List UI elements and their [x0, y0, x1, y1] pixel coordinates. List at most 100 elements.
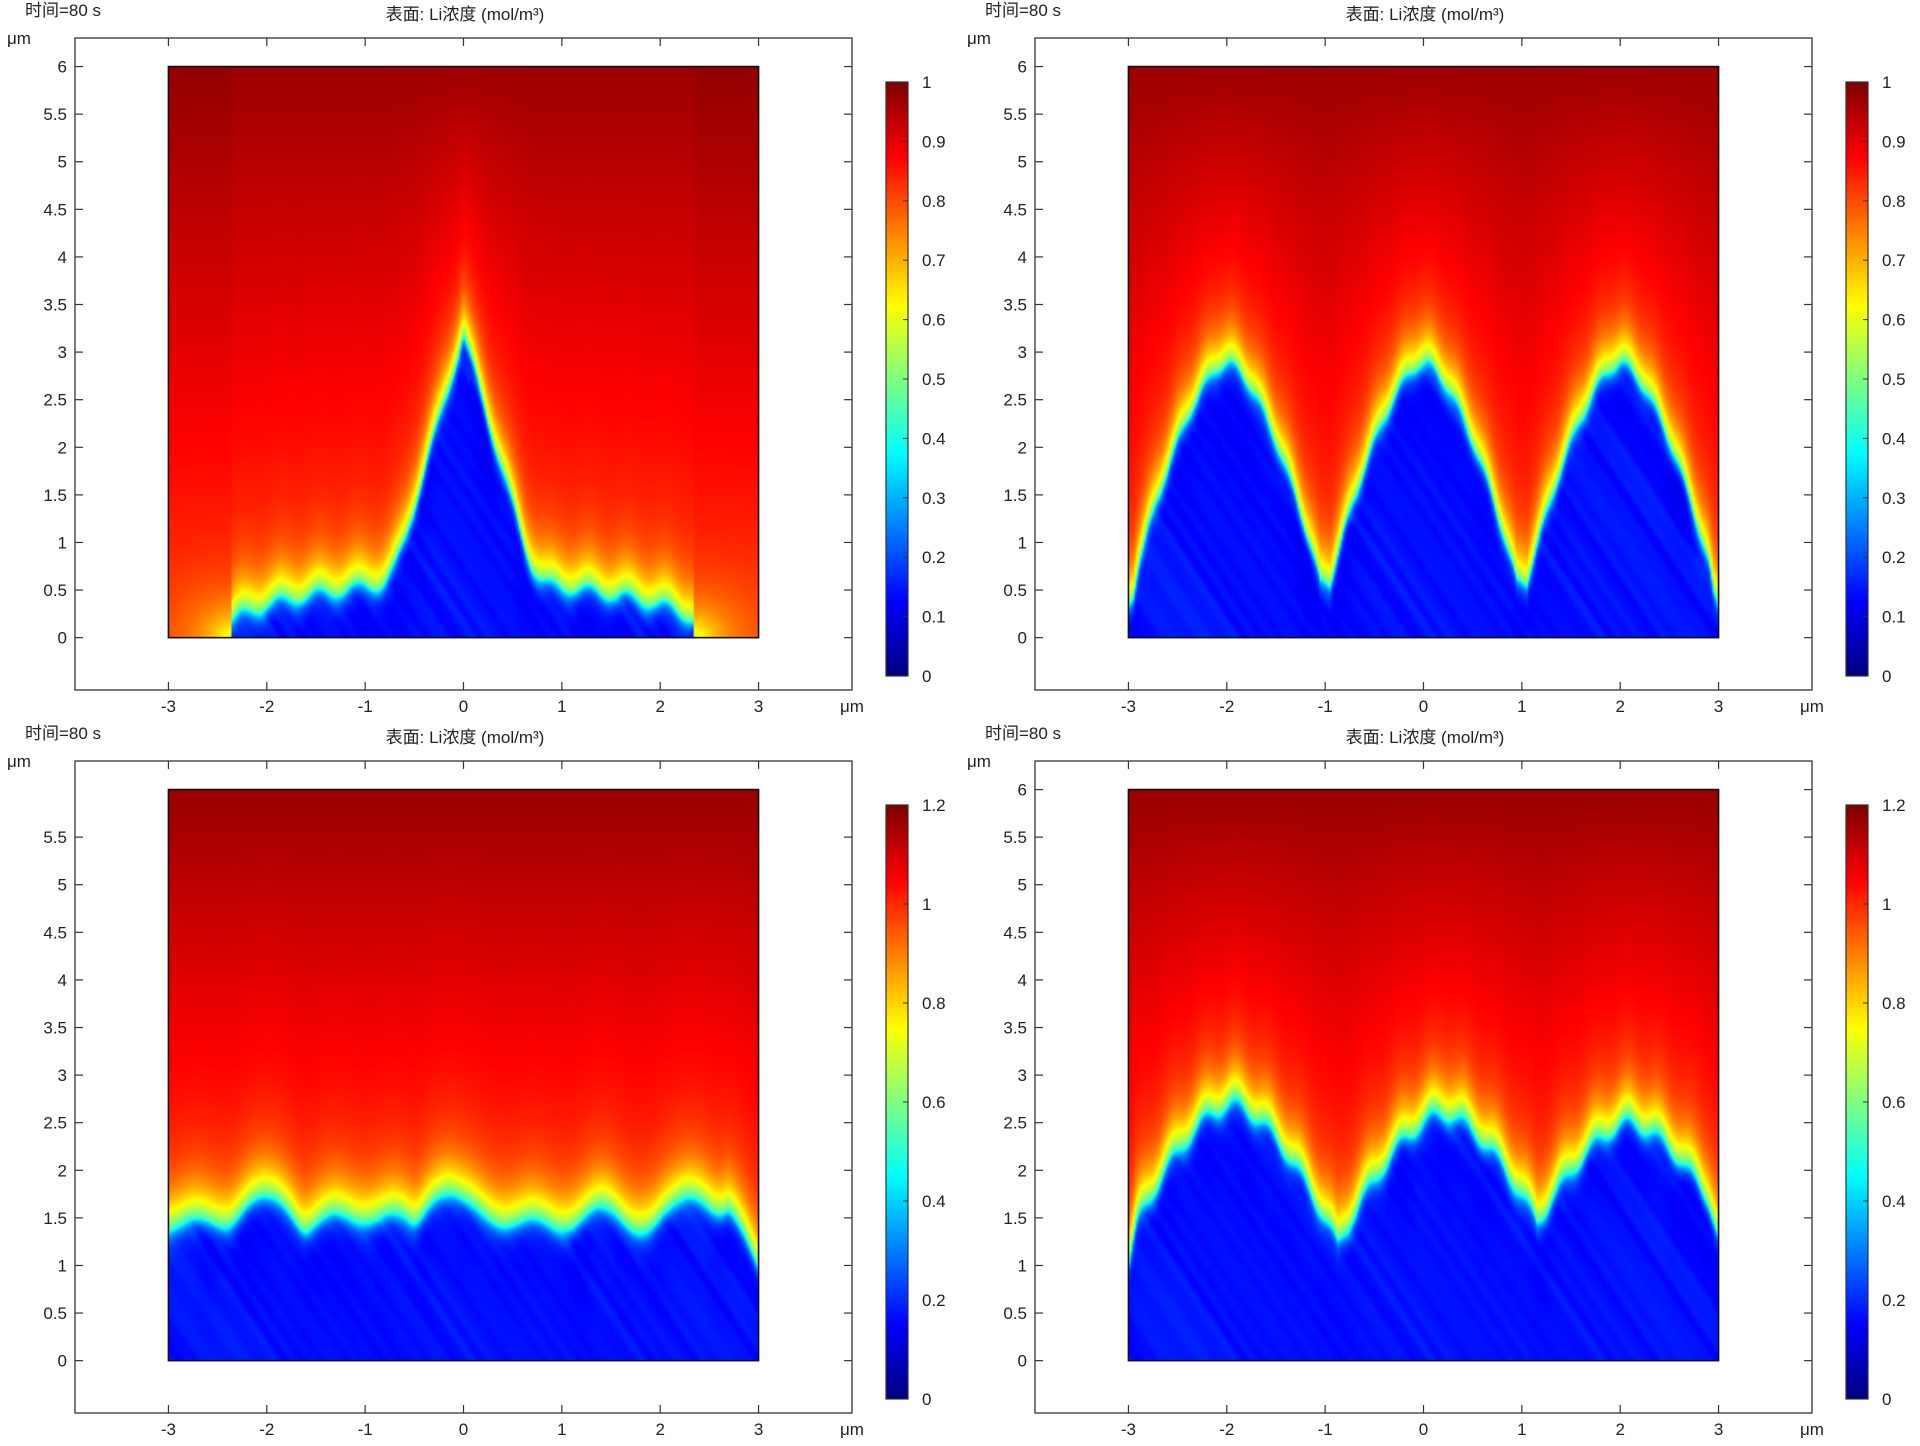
- x-tick-label: 3: [1714, 1420, 1723, 1439]
- time-label: 时间=80 s: [985, 1, 1061, 20]
- y-tick-label: 1: [1018, 533, 1027, 552]
- colorbar-tick-label: 0.4: [1882, 429, 1906, 448]
- x-tick-label: 0: [1419, 697, 1428, 716]
- x-tick-label: -1: [358, 697, 373, 716]
- x-tick-label: 3: [754, 1420, 763, 1439]
- y-tick-label: 4.5: [1003, 200, 1027, 219]
- y-tick-label: 4: [1018, 248, 1027, 267]
- x-tick-label: -2: [259, 1420, 274, 1439]
- x-tick-label: 1: [1517, 697, 1526, 716]
- colorbar-tick-label: 0.5: [1882, 370, 1906, 389]
- y-tick-label: 4: [1018, 971, 1027, 990]
- x-tick-label: -2: [1219, 697, 1234, 716]
- colorbar-tick-label: 0.6: [922, 311, 946, 330]
- panel-flat-front: 时间=80 s 表面: Li浓度 (mol/m³) μm μm -3 -2 -1 0 1 2 3 0 0…: [0, 723, 960, 1446]
- y-tick-label: 4.5: [43, 923, 67, 942]
- surface-title: 表面: Li浓度 (mol/m³): [386, 5, 545, 24]
- domain-border: [1127, 65, 1720, 639]
- x-tick-label: -2: [1219, 1420, 1234, 1439]
- x-tick-label: -1: [1318, 697, 1333, 716]
- surface-title: 表面: Li浓度 (mol/m³): [1346, 728, 1505, 747]
- y-tick-label: 3.5: [1003, 296, 1027, 315]
- y-tick-label: 1: [58, 533, 67, 552]
- y-tick-label: 5.5: [43, 105, 67, 124]
- y-tick-label: 2: [58, 438, 67, 457]
- colorbar-tick-label: 0.4: [1882, 1192, 1906, 1211]
- concentration-field: [168, 789, 759, 1361]
- y-tick-label: 0.5: [43, 581, 67, 600]
- y-tick-label: 3: [1018, 343, 1027, 362]
- colorbar-tick-label: 0.2: [1882, 1291, 1906, 1310]
- colorbar-tick-label: 0.3: [1882, 489, 1906, 508]
- x-tick-label: 2: [655, 1420, 664, 1439]
- y-tick-label: 4.5: [1003, 923, 1027, 942]
- x-tick-label: 2: [1615, 1420, 1624, 1439]
- y-tick-label: 2.5: [43, 1114, 67, 1133]
- colorbar-tick-label: 0.9: [922, 132, 946, 151]
- colorbar-tick-label: 0: [1882, 1390, 1891, 1409]
- y-tick-label: 1: [58, 1256, 67, 1275]
- y-tick-label: 1.5: [1003, 486, 1027, 505]
- concentration-field: [168, 66, 759, 638]
- colorbar-tick-label: 0.2: [922, 548, 946, 567]
- x-axis-unit: μm: [840, 1420, 864, 1439]
- y-tick-label: 5: [58, 876, 67, 895]
- y-tick-label: 1.5: [43, 1209, 67, 1228]
- y-tick-label: 4.5: [43, 200, 67, 219]
- y-tick-label: 0: [58, 629, 67, 648]
- domain-border: [1127, 788, 1720, 1362]
- colorbar-tick-label: 0.9: [1882, 132, 1906, 151]
- x-axis-unit: μm: [1800, 1420, 1824, 1439]
- y-tick-label: 0.5: [1003, 581, 1027, 600]
- y-tick-label: 4: [58, 971, 67, 990]
- y-tick-label: 3: [58, 1066, 67, 1085]
- y-tick-label: 5.5: [1003, 828, 1027, 847]
- colorbar-tick-label: 0.1: [922, 608, 946, 627]
- colorbar-tick-label: 0: [922, 1390, 931, 1409]
- x-tick-label: 0: [459, 1420, 468, 1439]
- domain-border: [167, 65, 760, 639]
- x-tick-label: 0: [1419, 1420, 1428, 1439]
- x-tick-label: -3: [1121, 1420, 1136, 1439]
- y-tick-label: 5: [1018, 876, 1027, 895]
- x-tick-label: -1: [1318, 1420, 1333, 1439]
- y-tick-label: 3.5: [43, 1019, 67, 1038]
- panel-three-dendrites: 时间=80 s 表面: Li浓度 (mol/m³) μm μm -3 -2 -1 0 1 2 3 0 0…: [960, 0, 1920, 723]
- colorbar-tick-label: 0.5: [922, 370, 946, 389]
- colorbar-tick-label: 0.4: [922, 429, 946, 448]
- panel-single-dendrite: 时间=80 s 表面: Li浓度 (mol/m³) μm μm -3 -2 -1 0 1 2 3 0 0…: [0, 0, 960, 723]
- chart-svg: 时间=80 s 表面: Li浓度 (mol/m³) μm μm -3 -2 -1 0 1 2 3 0 0…: [7, 1, 946, 716]
- colorbar-tick-label: 0.2: [922, 1291, 946, 1310]
- chart-svg: 时间=80 s 表面: Li浓度 (mol/m³) μm μm -3 -2 -1 0 1 2 3 0 0…: [7, 724, 946, 1439]
- colorbar-tick-label: 1.2: [1882, 796, 1906, 815]
- x-axis-unit: μm: [840, 697, 864, 716]
- y-tick-label: 0: [58, 1352, 67, 1371]
- colorbar-tick-label: 0.3: [922, 489, 946, 508]
- x-axis-unit: μm: [1800, 697, 1824, 716]
- colorbar-tick-label: 0.6: [922, 1093, 946, 1112]
- colorbar-tick-label: 1: [922, 895, 931, 914]
- time-label: 时间=80 s: [985, 724, 1061, 743]
- y-tick-label: 1: [1018, 1256, 1027, 1275]
- y-tick-label: 0: [1018, 629, 1027, 648]
- y-tick-label: 6: [1018, 781, 1027, 800]
- colorbar-gradient: [886, 82, 908, 676]
- surface-title: 表面: Li浓度 (mol/m³): [386, 728, 545, 747]
- colorbar-tick-label: 0.8: [922, 192, 946, 211]
- x-tick-label: 1: [557, 697, 566, 716]
- x-tick-label: 3: [1714, 697, 1723, 716]
- concentration-field: [1128, 66, 1719, 638]
- colorbar-tick-label: 0.7: [922, 251, 946, 270]
- y-tick-label: 3: [58, 343, 67, 362]
- x-tick-label: -3: [161, 1420, 176, 1439]
- y-tick-label: 3: [1018, 1066, 1027, 1085]
- y-tick-label: 1.5: [43, 486, 67, 505]
- y-tick-label: 0.5: [43, 1304, 67, 1323]
- colorbar-tick-label: 0.6: [1882, 311, 1906, 330]
- y-axis-unit: μm: [967, 29, 991, 48]
- x-tick-label: -3: [1121, 697, 1136, 716]
- colorbar-tick-label: 0: [922, 667, 931, 686]
- colorbar-tick-label: 0.8: [1882, 994, 1906, 1013]
- colorbar-tick-label: 0.8: [922, 994, 946, 1013]
